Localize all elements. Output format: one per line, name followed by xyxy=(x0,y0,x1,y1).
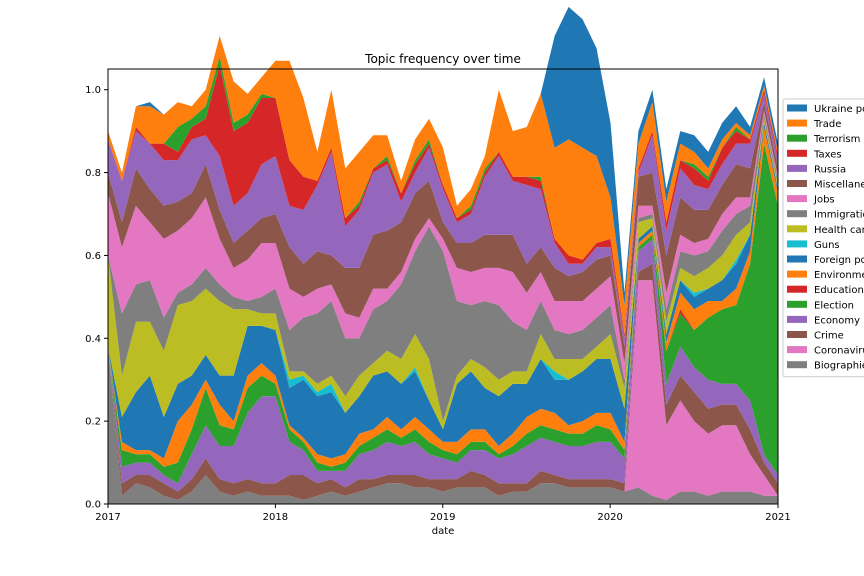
area-economy-3 xyxy=(108,238,778,492)
legend-label: Guns xyxy=(814,240,840,251)
legend-label: Environment xyxy=(814,270,864,281)
legend-swatch xyxy=(787,149,807,157)
legend-label: Terrorism xyxy=(813,134,860,145)
y-tick-label: 0.4 xyxy=(85,334,101,345)
legend-label: Jobs xyxy=(813,195,835,206)
x-tick-label: 2020 xyxy=(597,512,622,523)
axes: 0.0 0.2 0.4 0.6 0.8 1.0 2017 2018 2019 2020 2021 xyxy=(85,85,791,523)
stacked-areas xyxy=(108,6,778,504)
x-axis-label: date xyxy=(432,526,455,537)
legend-label: Health care xyxy=(814,225,864,236)
legend-label: Election xyxy=(814,300,854,311)
legend-swatch xyxy=(787,164,807,172)
legend-swatch xyxy=(787,134,807,142)
legend-swatch xyxy=(787,331,807,338)
area-foreign-policy-7 xyxy=(108,122,778,459)
legend-label: Foreign policy xyxy=(814,255,864,266)
area-environment-6 xyxy=(108,127,778,467)
legend-swatch xyxy=(787,210,807,218)
area-coronavirus-1 xyxy=(108,280,778,500)
legend-swatch xyxy=(787,315,807,323)
legend-swatch xyxy=(787,180,807,187)
legend-label: Immigration xyxy=(814,210,864,221)
legend-label: Ukraine policy xyxy=(814,104,864,115)
area-jobs-11 xyxy=(108,110,778,380)
x-tick-label: 2019 xyxy=(430,512,455,523)
legend-swatch xyxy=(787,270,807,278)
legend-swatch xyxy=(787,300,807,308)
chart-title: Topic frequency over time xyxy=(364,52,521,66)
area-miscellaneous-12 xyxy=(108,102,778,364)
legend-swatch xyxy=(787,285,807,293)
x-tick-label: 2018 xyxy=(263,512,288,523)
area-taxes-14 xyxy=(108,64,778,339)
y-tick-label: 0.8 xyxy=(85,168,101,179)
legend-swatch xyxy=(787,346,807,354)
legend-label: Education xyxy=(814,285,864,296)
legend-label: Trade xyxy=(813,119,841,130)
area-health-care-9 xyxy=(108,118,778,430)
legend-label: Russia xyxy=(814,164,846,175)
legend-label: Biographies xyxy=(814,361,864,372)
legend-label: Economy xyxy=(814,315,860,326)
legend-swatch xyxy=(787,361,807,369)
legend-swatch xyxy=(787,119,807,127)
x-tick-label: 2021 xyxy=(765,512,790,523)
y-tick-label: 0.2 xyxy=(85,417,101,428)
legend-label: Crime xyxy=(814,331,844,342)
legend-swatch xyxy=(787,225,807,233)
legend-swatch xyxy=(787,255,807,263)
y-tick-label: 0.0 xyxy=(85,500,101,511)
y-tick-label: 1.0 xyxy=(85,85,101,96)
legend-label: Miscellaneous xyxy=(814,180,864,191)
legend: Ukraine policy Trade Terrorism Taxes Russia M… xyxy=(782,98,864,378)
area-immigration-10 xyxy=(108,114,778,422)
area-trade-16 xyxy=(108,35,778,335)
x-tick-label: 2017 xyxy=(95,512,120,523)
legend-swatch xyxy=(787,240,807,248)
area-russia-13 xyxy=(108,93,778,347)
legend-swatch xyxy=(787,195,807,203)
legend-swatch xyxy=(787,104,807,112)
legend-label: Coronavirus xyxy=(814,346,864,357)
legend-label: Taxes xyxy=(813,149,842,160)
y-tick-label: 0.6 xyxy=(85,251,101,262)
